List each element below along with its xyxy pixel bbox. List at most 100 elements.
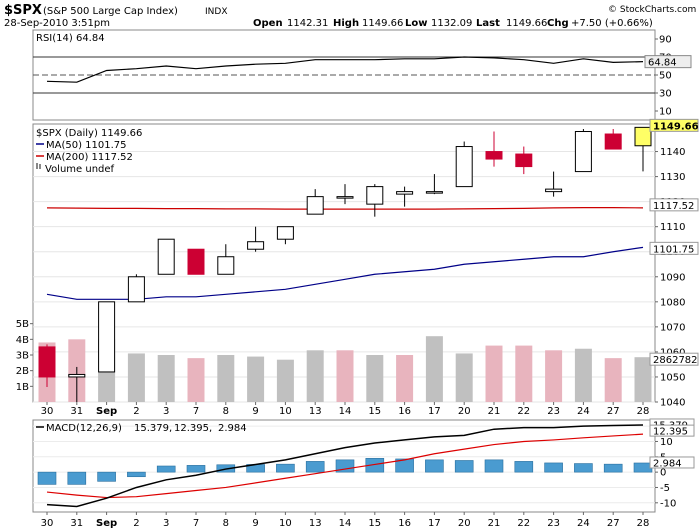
date-label: 16 — [398, 406, 411, 417]
signal-value-label-badge — [649, 424, 695, 437]
candle-body — [187, 248, 205, 275]
rsi-value-label: 64.84 — [648, 58, 677, 69]
date-label: 21 — [488, 406, 501, 417]
candle-body — [276, 226, 294, 240]
volume-bar — [336, 350, 354, 402]
macd-histogram-bar — [395, 458, 414, 473]
price-tick-label: 1070 — [660, 322, 685, 333]
macd-signal-line — [46, 433, 644, 499]
macd-histogram-bar — [67, 471, 87, 485]
candle-body — [545, 188, 563, 193]
last-price-label-badge — [649, 118, 699, 132]
ma200-value-label: 1117.52 — [653, 201, 694, 212]
price-tick-label: 1040 — [660, 398, 685, 409]
price-legend-volume: Volume undef — [45, 164, 115, 175]
ma50-value-label: 1101.75 — [653, 244, 694, 255]
exchange-label: INDX — [205, 7, 227, 17]
price-chart: 1140113011201110110010901080107010601050… — [16, 118, 699, 409]
date-label: 14 — [339, 406, 352, 417]
date-label: 8 — [223, 518, 229, 529]
date-label: 30 — [41, 518, 54, 529]
candle-body — [634, 126, 652, 147]
macd-histogram-bar — [276, 463, 295, 473]
date-label: 7 — [193, 518, 199, 529]
date-label: 28 — [637, 518, 650, 529]
date-label: 15 — [368, 406, 381, 417]
chg-value: +7.50 (+0.66%) — [571, 18, 653, 29]
rsi-chart: 907050301064.84 — [33, 35, 692, 118]
ma50-value-label-badge — [649, 241, 699, 255]
macd-histogram-bar — [454, 460, 474, 473]
candle-body — [38, 346, 56, 378]
candle-body — [127, 276, 145, 303]
macd-line — [46, 424, 644, 508]
date-label: 28 — [637, 406, 650, 417]
last-price-label: 1149.66 — [653, 121, 699, 132]
volume-bar — [545, 350, 563, 402]
price-tick-label: 1140 — [660, 147, 685, 158]
volume-bar — [366, 355, 384, 402]
volume-tick-label: 5B — [16, 319, 29, 330]
macd-tick-label: -5 — [660, 483, 670, 494]
date-label: 23 — [547, 518, 560, 529]
date-label: 30 — [41, 406, 54, 417]
macd-legend-macd: 15.379, — [134, 423, 172, 434]
last-label: Last — [476, 18, 500, 29]
price-tick-label: 1130 — [660, 172, 685, 183]
last-value: 1149.66 — [506, 18, 547, 29]
price-legend-ma200: MA(200) 1117.52 — [46, 152, 133, 163]
rsi-value-badge — [644, 55, 692, 69]
macd-tick-label: -10 — [660, 498, 676, 509]
date-label: 7 — [193, 406, 199, 417]
candle-body — [574, 131, 592, 173]
date-label: 17 — [428, 406, 441, 417]
macd-histogram-bar — [37, 471, 57, 485]
high-label: High — [333, 18, 359, 29]
date-label: 17 — [428, 518, 441, 529]
date-label: 10 — [279, 518, 292, 529]
price-tick-label: 1110 — [660, 222, 685, 233]
date-label: 20 — [458, 518, 471, 529]
macd-histogram-bar — [514, 461, 534, 473]
volume-value-label-badge — [649, 352, 699, 366]
date-label: 3 — [163, 406, 169, 417]
ma50-line — [46, 246, 644, 300]
macd-histogram-bar — [633, 462, 653, 473]
volume-tick-label: 3B — [16, 351, 29, 362]
date-label: 15 — [368, 518, 381, 529]
date-label: 21 — [488, 518, 501, 529]
macd-legend-hist: 2.984 — [218, 423, 247, 434]
date-label: 24 — [577, 406, 590, 417]
symbol-title: $SPX — [4, 3, 42, 18]
date-label: 13 — [309, 518, 322, 529]
volume-tick-label: 1B — [16, 382, 29, 393]
rsi-tick-label: 50 — [659, 71, 672, 82]
date-label: 27 — [607, 406, 620, 417]
volume-bar — [425, 336, 443, 402]
rsi-tick-label: 90 — [659, 35, 672, 46]
volume-bar — [127, 353, 145, 402]
ma200-value-label-badge — [649, 198, 699, 212]
macd-legend: MACD(12,26,9) 15.379, 12.395, 2.984 — [36, 423, 247, 434]
macd-histogram-bar — [574, 463, 593, 473]
price-tick-label: 1080 — [660, 297, 685, 308]
date-label: 9 — [252, 518, 258, 529]
date-label: 31 — [70, 406, 83, 417]
macd-tick-label: 10 — [660, 437, 673, 448]
volume-tick-label: 4B — [16, 335, 29, 346]
macd-histogram-bar — [603, 463, 623, 473]
candle-body — [396, 191, 414, 195]
macd-histogram-bar — [186, 465, 206, 473]
price-legend-ma50: MA(50) 1101.75 — [46, 140, 127, 151]
price-legend-main: $SPX (Daily) 1149.66 — [36, 128, 142, 139]
low-value: 1132.09 — [431, 18, 472, 29]
date-label: 22 — [517, 518, 530, 529]
date-label: 3 — [163, 518, 169, 529]
macd-legend-signal: 12.395, — [174, 423, 212, 434]
volume-bar — [455, 353, 473, 402]
macd-histogram-bar — [484, 459, 504, 473]
macd-histogram-bar — [544, 462, 563, 473]
macd-histogram-bar — [425, 459, 444, 473]
